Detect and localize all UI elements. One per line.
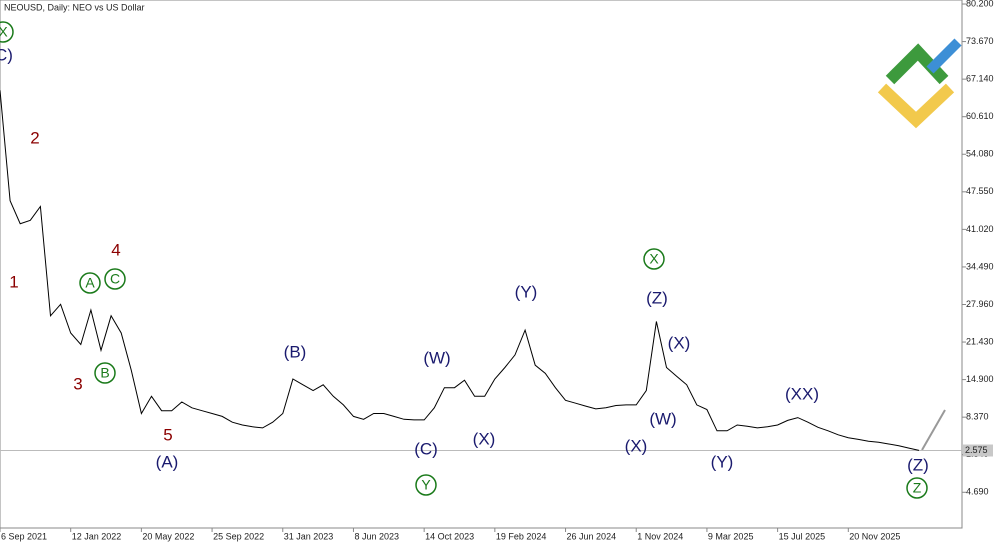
y-tick-label: 34.490 <box>966 261 994 271</box>
logo <box>877 38 962 129</box>
wave-circle <box>104 268 126 290</box>
wave-label: (Y) <box>515 282 538 301</box>
wave-label: 4 <box>111 240 120 259</box>
wave-label: 5 <box>163 425 172 444</box>
x-tick-label: 25 Sep 2022 <box>213 531 264 541</box>
wave-label: (X) <box>473 429 496 448</box>
y-tick-label: 73.670 <box>966 36 994 46</box>
plot-frame <box>0 0 963 529</box>
wave-label: (W) <box>423 348 450 367</box>
current-price-label: 2.575 <box>965 445 988 455</box>
chart-title: NEOUSD, Daily: NEO vs US Dollar <box>4 2 145 12</box>
x-tick-label: 8 Jun 2023 <box>354 531 399 541</box>
x-tick-label: 14 Oct 2023 <box>425 531 474 541</box>
wave-label: (C) <box>414 439 438 458</box>
wave-label: (B) <box>284 342 307 361</box>
y-tick-label: 4.690 <box>966 487 989 497</box>
wave-label: 3 <box>73 374 82 393</box>
wave-label: (X) <box>625 436 648 455</box>
x-tick-label: 12 Jan 2022 <box>72 531 122 541</box>
wave-label: 2 <box>30 128 39 147</box>
logo-blue <box>926 38 962 74</box>
wave-circle <box>415 474 437 496</box>
wave-label: 1 <box>9 272 18 291</box>
x-tick-label: 31 Jan 2023 <box>284 531 334 541</box>
wave-label: C <box>110 271 120 287</box>
wave-label: (Z) <box>646 288 668 307</box>
x-tick-label: 1 Nov 2024 <box>637 531 683 541</box>
y-tick-label: 60.610 <box>966 111 994 121</box>
y-tick-label: 47.550 <box>966 186 994 196</box>
wave-circle <box>94 362 116 384</box>
current-price-box <box>963 444 993 457</box>
x-tick-label: 19 Feb 2024 <box>496 531 547 541</box>
wave-circle <box>643 248 665 270</box>
y-tick-label: 27.960 <box>966 299 994 309</box>
y-tick-label: 8.370 <box>966 412 989 422</box>
y-tick-label: 21.430 <box>966 336 994 346</box>
wave-label: (X) <box>668 333 691 352</box>
x-tick-label: 9 Mar 2025 <box>708 531 754 541</box>
wave-label: Z <box>913 480 922 496</box>
wave-label: X <box>0 24 8 40</box>
x-tick-label: 20 May 2022 <box>142 531 194 541</box>
wave-label: B <box>100 365 109 381</box>
wave-circle <box>79 272 101 294</box>
wave-label: (XX) <box>785 384 819 403</box>
y-tick-label: 54.080 <box>966 149 994 159</box>
wave-label: (Y) <box>711 452 734 471</box>
wave-label: A <box>85 275 95 291</box>
wave-label: Y <box>421 477 431 493</box>
wave-label: (A) <box>156 452 179 471</box>
x-tick-label: 26 Jun 2024 <box>567 531 617 541</box>
wave-label: (Z) <box>907 455 929 474</box>
wave-circle <box>0 21 14 43</box>
y-tick-label: 41.020 <box>966 224 994 234</box>
wave-circle <box>906 477 928 499</box>
wave-label: (W) <box>649 409 676 428</box>
x-tick-label: 6 Sep 2021 <box>1 531 47 541</box>
x-tick-label: 15 Jul 2025 <box>779 531 826 541</box>
logo-yellow <box>877 83 955 129</box>
x-tick-label: 20 Nov 2025 <box>849 531 900 541</box>
y-tick-label: 80.200 <box>966 0 994 8</box>
price-line <box>0 90 920 451</box>
projection-arrow <box>921 409 946 451</box>
wave-label: X <box>649 251 659 267</box>
y-tick-label: 67.140 <box>966 74 994 84</box>
wave-label: C) <box>0 45 13 64</box>
y-tick-label: 14.900 <box>966 374 994 384</box>
